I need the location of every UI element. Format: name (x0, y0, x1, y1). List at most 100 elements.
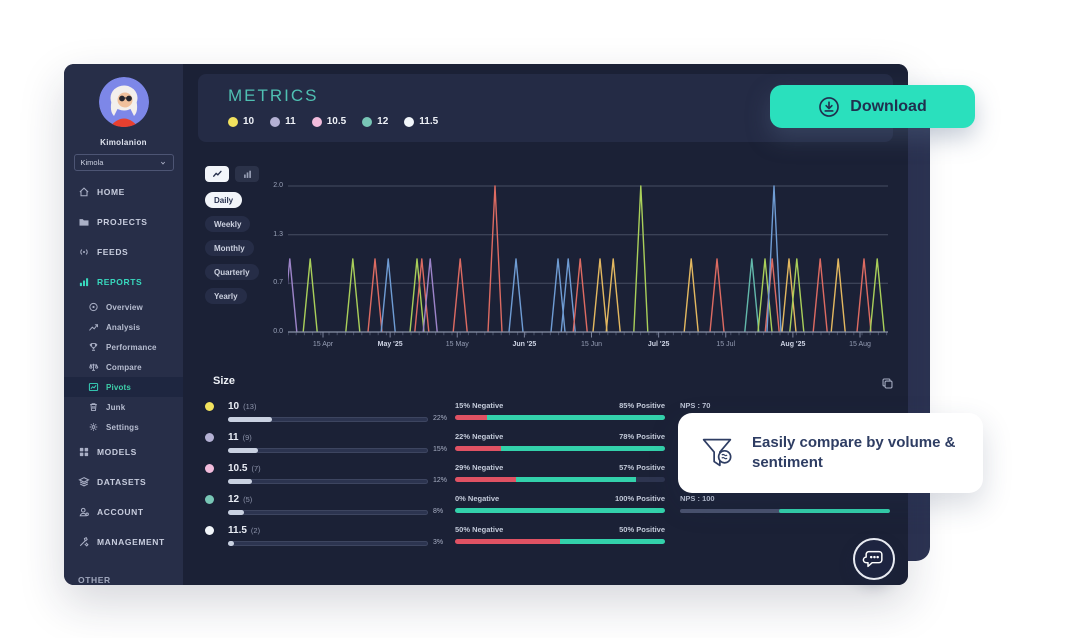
x-axis-tick: 15 Apr (312, 341, 334, 348)
target-icon (88, 302, 99, 313)
sidebar-nav: HOME PROJECTS FEEDS REPORTS Overview Analysis… (64, 177, 183, 585)
sidebar-item-feeds[interactable]: FEEDS (64, 237, 183, 267)
negative-label: 15% Negative (455, 401, 504, 410)
x-axis-tick: Aug '25 (780, 341, 806, 348)
size-dot (205, 433, 214, 442)
sentiment-bar (455, 508, 665, 513)
layers-icon (78, 476, 90, 488)
size-count: (2) (250, 526, 261, 535)
sentiment-cell: 22% Negative 78% Positive (455, 432, 665, 451)
period-quarterly[interactable]: Quarterly (205, 264, 259, 280)
legend-item-12: 12 (362, 116, 388, 127)
sidebar-item-settings[interactable]: Settings (64, 417, 183, 437)
sidebar-item-label: REPORTS (97, 277, 143, 287)
sidebar-item-performance[interactable]: Performance (64, 337, 183, 357)
sidebar-item-reports[interactable]: REPORTS (64, 267, 183, 297)
sidebar-item-label: Settings (106, 422, 139, 432)
size-rows: 10 (13) 22% 15% Negative 85% Positive NPS : 7… (183, 401, 908, 556)
negative-label: 50% Negative (455, 525, 504, 534)
x-axis-tick: 15 Aug (849, 341, 871, 348)
sidebar-item-label: Pivots (106, 382, 131, 392)
sidebar-item-label: MODELS (97, 447, 137, 457)
nps-label: NPS : 100 (680, 494, 715, 503)
copy-icon[interactable] (880, 377, 895, 392)
size-label: 11.5 (2) (228, 525, 261, 536)
sentiment-cell: 15% Negative 85% Positive (455, 401, 665, 420)
nps-bar (680, 509, 890, 513)
sidebar-item-account[interactable]: ACCOUNT (64, 497, 183, 527)
legend-dot (362, 116, 373, 127)
sentiment-bar (455, 446, 665, 451)
sidebar-item-label: Performance (106, 342, 157, 352)
x-axis-tick: Jul '25 (647, 341, 670, 348)
y-axis-tick: 2.0 (273, 182, 283, 189)
volume-percent: 12% (433, 477, 448, 484)
line-chart-toggle[interactable] (205, 166, 229, 182)
sidebar-item-datasets[interactable]: DATASETS (64, 467, 183, 497)
funnel-icon (702, 438, 732, 467)
grid-icon (78, 446, 90, 458)
period-yearly[interactable]: Yearly (205, 288, 247, 304)
sidebar-item-label: PROJECTS (97, 217, 148, 227)
sidebar-item-pivots[interactable]: Pivots (64, 377, 183, 397)
legend-item-11-5: 11.5 (404, 116, 438, 127)
sidebar-item-overview[interactable]: Overview (64, 297, 183, 317)
sidebar-item-home[interactable]: HOME (64, 177, 183, 207)
negative-label: 29% Negative (455, 463, 504, 472)
size-row-12: 12 (5) 8% 0% Negative 100% Positive NPS : 100 (183, 494, 908, 525)
workspace-select[interactable]: Kimola (73, 154, 174, 171)
download-button[interactable]: Download (770, 85, 975, 128)
sidebar-item-compare[interactable]: Compare (64, 357, 183, 377)
volume-bar (228, 417, 428, 422)
download-label: Download (850, 97, 927, 115)
sidebar-item-junk[interactable]: Junk (64, 397, 183, 417)
size-label: 11 (9) (228, 432, 252, 443)
sidebar-item-projects[interactable]: PROJECTS (64, 207, 183, 237)
chart-x-axis: 15 Apr May '25 15 May Jun '25 15 Jun Jul '25 1… (288, 341, 888, 353)
nps-label: NPS : 70 (680, 401, 711, 410)
legend-dot (270, 116, 281, 127)
sidebar-item-analysis[interactable]: Analysis (64, 317, 183, 337)
sidebar-item-label: ACCOUNT (97, 507, 144, 517)
sidebar-item-management[interactable]: MANAGEMENT (64, 527, 183, 557)
chart-legend: 10 11 10.5 12 11.5 (228, 116, 438, 127)
sentiment-bar (455, 415, 665, 420)
period-monthly[interactable]: Monthly (205, 240, 254, 256)
feature-tooltip: Easily compare by volume & sentiment (678, 413, 983, 493)
avatar-wrap: Kimolanion Kimola (64, 77, 183, 171)
sidebar-item-label: MANAGEMENT (97, 537, 165, 547)
volume-bar (228, 541, 428, 546)
sidebar-item-label: Overview (106, 302, 143, 312)
chart-type-toggles (205, 166, 259, 182)
size-count: (9) (242, 433, 252, 442)
y-axis-tick: 0.0 (273, 328, 283, 335)
sidebar-item-label: FEEDS (97, 247, 129, 257)
bar-chart-toggle[interactable] (235, 166, 259, 182)
size-label: 10.5 (7) (228, 463, 261, 474)
size-dot (205, 464, 214, 473)
legend-label: 11 (285, 116, 296, 127)
sidebar-item-other[interactable]: OTHER (64, 565, 183, 585)
legend-dot (228, 116, 238, 127)
chat-button[interactable] (853, 538, 895, 580)
size-row-11-5: 11.5 (2) 3% 50% Negative 50% Positive (183, 525, 908, 556)
legend-label: 11.5 (419, 116, 439, 127)
period-weekly[interactable]: Weekly (205, 216, 251, 232)
positive-label: 85% Positive (619, 401, 665, 410)
period-daily[interactable]: Daily (205, 192, 243, 208)
period-filters: Daily Weekly Monthly Quarterly Yearly (205, 192, 259, 304)
volume-bar (228, 448, 428, 453)
size-count: (5) (243, 495, 253, 504)
size-count: (13) (243, 402, 257, 411)
size-row-11: 11 (9) 15% 22% Negative 78% Positive (183, 432, 908, 463)
volume-percent: 22% (433, 415, 448, 422)
volume-bar (228, 510, 428, 515)
legend-item-10: 10 (228, 116, 254, 127)
nps-cell: NPS : 100 (680, 494, 890, 513)
x-axis-tick: 15 Jul (716, 341, 736, 348)
volume-percent: 15% (433, 446, 448, 453)
size-row-10: 10 (13) 22% 15% Negative 85% Positive NPS : 7… (183, 401, 908, 432)
sidebar-item-models[interactable]: MODELS (64, 437, 183, 467)
chevron-down-icon (160, 161, 165, 165)
positive-label: 50% Positive (619, 525, 665, 534)
